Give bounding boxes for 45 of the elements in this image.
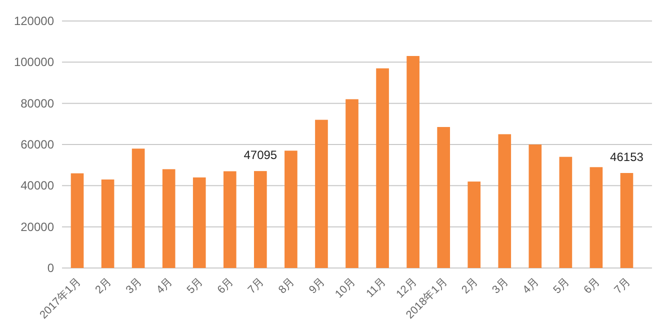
- x-tick-label: 6月: [582, 276, 602, 296]
- x-tick-label: 5月: [551, 276, 572, 296]
- bar: [223, 171, 236, 268]
- x-tick-label: 5月: [184, 276, 206, 296]
- bar: [376, 68, 389, 268]
- bar: [254, 171, 267, 268]
- data-label: 47095: [244, 148, 278, 162]
- x-tick-label: 2月: [460, 276, 480, 296]
- bar: [70, 173, 84, 268]
- bar: [192, 177, 206, 268]
- y-tick-label: 100000: [14, 55, 54, 70]
- y-tick-label: 20000: [20, 220, 54, 234]
- x-tick-label: 2月: [93, 276, 114, 296]
- y-tick-label: 60000: [20, 138, 54, 152]
- x-tick-label: 7月: [612, 276, 633, 296]
- x-tick-label: 12月: [394, 276, 420, 301]
- bar: [315, 120, 328, 268]
- x-tick-label: 4月: [154, 276, 175, 296]
- bar: [406, 56, 420, 268]
- bar: [284, 150, 298, 268]
- bar: [528, 144, 542, 268]
- bar: [620, 173, 634, 268]
- bar: [437, 127, 450, 268]
- y-tick-label: 80000: [20, 96, 54, 110]
- y-tick-label: 40000: [20, 178, 54, 193]
- bar: [346, 99, 358, 268]
- bar: [162, 169, 176, 268]
- data-label: 46153: [610, 150, 644, 164]
- bar: [132, 148, 145, 268]
- bar: [498, 134, 512, 268]
- bar: [559, 156, 572, 268]
- x-tick-label: 3月: [124, 276, 144, 296]
- y-tick-label: 120000: [14, 14, 54, 28]
- bar: [468, 182, 481, 268]
- x-tick-label: 11月: [364, 276, 389, 300]
- bar: [590, 167, 603, 268]
- bar: [101, 179, 114, 268]
- y-tick-label: 0: [47, 261, 54, 275]
- x-tick-label: 8月: [276, 276, 298, 296]
- x-tick-label: 7月: [246, 276, 267, 296]
- x-tick-label: 9月: [307, 276, 328, 296]
- x-tick-label: 10月: [333, 276, 358, 301]
- x-tick-label: 4月: [520, 276, 542, 296]
- x-tick-label: 6月: [215, 276, 236, 296]
- x-tick-label: 3月: [490, 276, 511, 296]
